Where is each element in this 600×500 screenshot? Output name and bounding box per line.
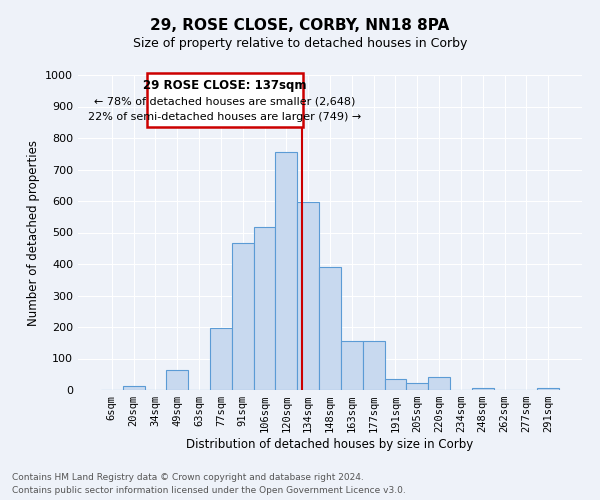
Text: Contains HM Land Registry data © Crown copyright and database right 2024.: Contains HM Land Registry data © Crown c… (12, 474, 364, 482)
Bar (297, 202, 319, 390)
Text: 29, ROSE CLOSE, CORBY, NN18 8PA: 29, ROSE CLOSE, CORBY, NN18 8PA (151, 18, 449, 32)
Bar (428, 377, 450, 390)
Bar (147, 74, 303, 127)
Text: 22% of semi-detached houses are larger (749) →: 22% of semi-detached houses are larger (… (88, 112, 361, 122)
Bar (406, 383, 428, 390)
Bar (210, 328, 232, 390)
Bar (232, 242, 254, 390)
Bar (319, 267, 341, 390)
Bar (123, 386, 145, 390)
Bar (275, 152, 297, 390)
Text: ← 78% of detached houses are smaller (2,648): ← 78% of detached houses are smaller (2,… (94, 96, 355, 106)
Bar (472, 388, 494, 390)
Y-axis label: Number of detached properties: Number of detached properties (26, 140, 40, 326)
Bar (166, 370, 188, 390)
Bar (537, 388, 559, 390)
Bar (341, 341, 363, 390)
Text: Size of property relative to detached houses in Corby: Size of property relative to detached ho… (133, 38, 467, 51)
X-axis label: Distribution of detached houses by size in Corby: Distribution of detached houses by size … (187, 438, 473, 451)
Bar (254, 228, 275, 390)
Text: Contains public sector information licensed under the Open Government Licence v3: Contains public sector information licen… (12, 486, 406, 495)
Text: 29 ROSE CLOSE: 137sqm: 29 ROSE CLOSE: 137sqm (143, 78, 307, 92)
Bar (385, 379, 406, 390)
Bar (363, 340, 385, 390)
